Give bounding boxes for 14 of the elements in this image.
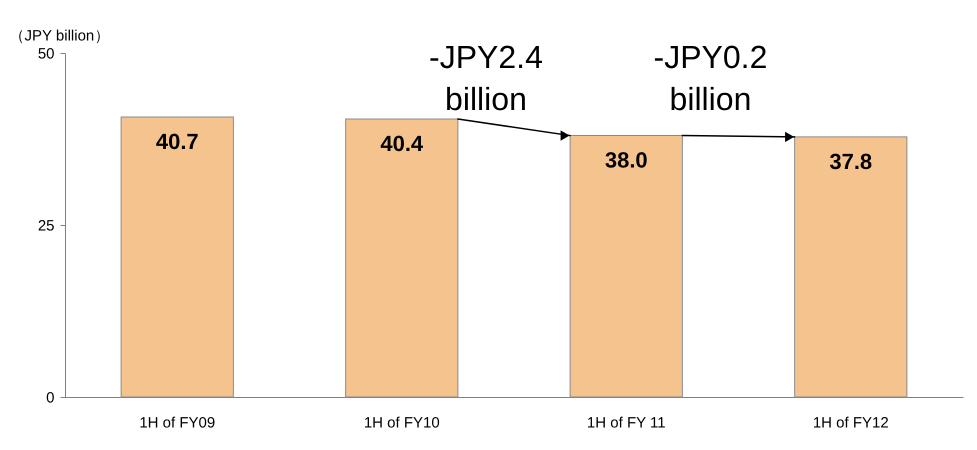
y-axis-title: （JPY billion） [10, 28, 110, 44]
annotation: -JPY0.2 billion [654, 39, 768, 117]
data-label: 37.8 [829, 148, 872, 174]
y-tick-label: 50 [38, 46, 54, 62]
x-tick-label: 1H of FY12 [812, 414, 889, 432]
data-label: 40.7 [156, 128, 199, 154]
x-tick-label: 1H of FY09 [139, 414, 216, 432]
data-label: 38.0 [604, 148, 648, 173]
annotation: -JPY2.4 billion [429, 39, 543, 117]
x-tick-label: 1H of FY10 [364, 414, 440, 432]
y-tick-label: 25 [38, 218, 54, 234]
data-label: 40.4 [380, 131, 424, 156]
y-tick-label: 0 [46, 390, 54, 406]
x-tick-label: 1H of FY 11 [586, 414, 666, 432]
